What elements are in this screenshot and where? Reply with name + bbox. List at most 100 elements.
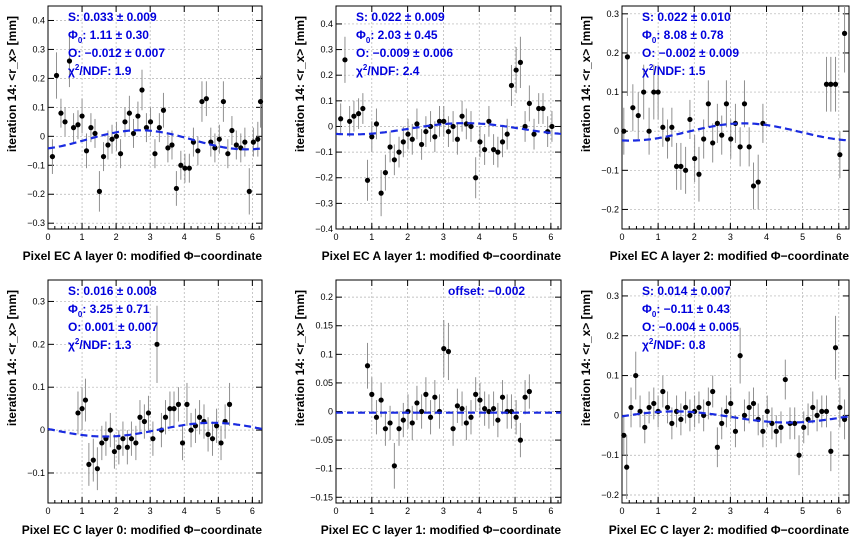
data-point [414, 400, 420, 406]
y-tick-label: 0.1 [32, 382, 45, 392]
x-axis-label: Pixel EC C layer 1: modified Φ−coordinat… [321, 523, 562, 537]
fit-stat-3: O: −0.002 ± 0.009 [642, 46, 739, 60]
data-point [75, 122, 81, 128]
data-point [400, 417, 406, 423]
data-point [391, 463, 397, 469]
x-tick-label: 0 [333, 506, 338, 516]
x-tick-label: 3 [728, 506, 733, 516]
data-point [347, 118, 353, 124]
chart-panel-4: 0 1 2 3 4 5 6 −0.1 0 0.1 0.2 0.3 iteration 14: <r_x>… [5, 279, 263, 537]
y-tick-label: −0.1 [601, 165, 619, 175]
data-point [454, 136, 460, 142]
data-point [621, 432, 627, 438]
data-point [355, 111, 362, 117]
data-point [154, 341, 160, 347]
data-point [837, 404, 843, 411]
data-point [229, 127, 235, 134]
data-point [53, 72, 60, 79]
data-point [832, 345, 839, 351]
fit-stat-2: Φ0: 1.11 ± 0.30 [68, 28, 149, 45]
y-tick-label: −0.2 [27, 189, 45, 199]
data-point [486, 118, 492, 124]
data-point [778, 424, 784, 430]
stat-symbol: S [68, 10, 76, 24]
data-point [669, 420, 675, 426]
y-tick-label: 0.3 [32, 44, 45, 54]
stat-value: /NDF: 1.9 [79, 64, 131, 78]
y-tick-label: 0.2 [32, 339, 45, 349]
data-point [86, 461, 92, 468]
y-tick-label: 0 [328, 121, 333, 131]
stat-value: /NDF: 0.8 [653, 338, 705, 352]
data-point [473, 175, 479, 181]
x-tick-label: 5 [800, 506, 805, 516]
stat-symbol: Φ [68, 302, 78, 316]
fit-stat-3: O: −0.012 ± 0.007 [68, 46, 165, 60]
data-point [696, 404, 702, 411]
fit-stat-1: S: 0.014 ± 0.007 [642, 284, 731, 298]
data-point [109, 136, 115, 142]
data-point [150, 436, 156, 442]
x-tick-label: 4 [477, 232, 482, 242]
data-point [710, 140, 716, 146]
stat-subscript: 0 [78, 36, 83, 45]
data-point [705, 400, 711, 407]
plot-frame [47, 5, 263, 230]
data-point [495, 417, 501, 423]
data-point [107, 427, 113, 433]
x-tick-label: 6 [250, 232, 255, 242]
data-point [450, 123, 456, 130]
data-point [156, 125, 162, 131]
plot-frame [335, 5, 562, 230]
data-point [669, 124, 675, 130]
data-point [837, 152, 843, 158]
data-point [216, 136, 222, 142]
stat-symbol: O [642, 46, 651, 60]
data-point [414, 121, 420, 127]
x-tick-label: 6 [836, 506, 841, 516]
data-point [517, 59, 524, 65]
data-point [88, 125, 94, 131]
fit-curve [335, 122, 562, 136]
y-axis-label: iteration 14: <r_x> [mm] [5, 16, 19, 152]
chart-panel-1: 0 1 2 3 4 5 6 −0.3 −0.2 −0.1 0 0.1 0.2 0.3 0.4 iteratio… [5, 5, 264, 263]
x-tick-label: 1 [369, 232, 374, 242]
stat-value: : 2.03 ± 0.45 [370, 28, 438, 42]
data-point [719, 420, 725, 426]
stat-symbol: Φ [356, 28, 366, 42]
data-point [117, 151, 124, 157]
data-point [664, 404, 671, 411]
data-point [508, 82, 515, 89]
fit-stat-2: Φ0: −0.11 ± 0.43 [642, 302, 730, 319]
data-point [396, 426, 402, 432]
stat-symbol: Φ [68, 28, 78, 42]
data-point [732, 428, 739, 434]
data-point [841, 30, 848, 36]
stat-subscript: 0 [652, 310, 657, 319]
data-point [203, 96, 209, 102]
x-tick-label: 4 [477, 506, 482, 516]
data-point [468, 414, 474, 420]
stat-value: /NDF: 2.4 [367, 64, 419, 78]
y-tick-label: 0.1 [32, 102, 45, 112]
x-tick-label: 2 [405, 506, 410, 516]
data-point [382, 426, 389, 432]
plot-frame [335, 279, 562, 504]
data-point [828, 448, 834, 454]
fit-stat-3: O: −0.004 ± 0.005 [642, 320, 739, 334]
data-point [120, 436, 126, 442]
data-point [637, 408, 643, 415]
data-point [482, 406, 488, 412]
stat-value: : 0.016 ± 0.008 [76, 284, 157, 298]
data-point [147, 119, 154, 125]
x-tick-label: 3 [148, 232, 153, 242]
x-tick-label: 2 [692, 506, 697, 516]
y-tick-label: 0.2 [606, 48, 619, 58]
data-point [186, 165, 192, 171]
fit-stat-4: χ2/NDF: 1.5 [642, 63, 706, 78]
data-point [369, 391, 375, 397]
data-point [651, 89, 657, 95]
data-point [225, 151, 231, 157]
data-point [696, 171, 702, 177]
data-point [143, 125, 150, 131]
